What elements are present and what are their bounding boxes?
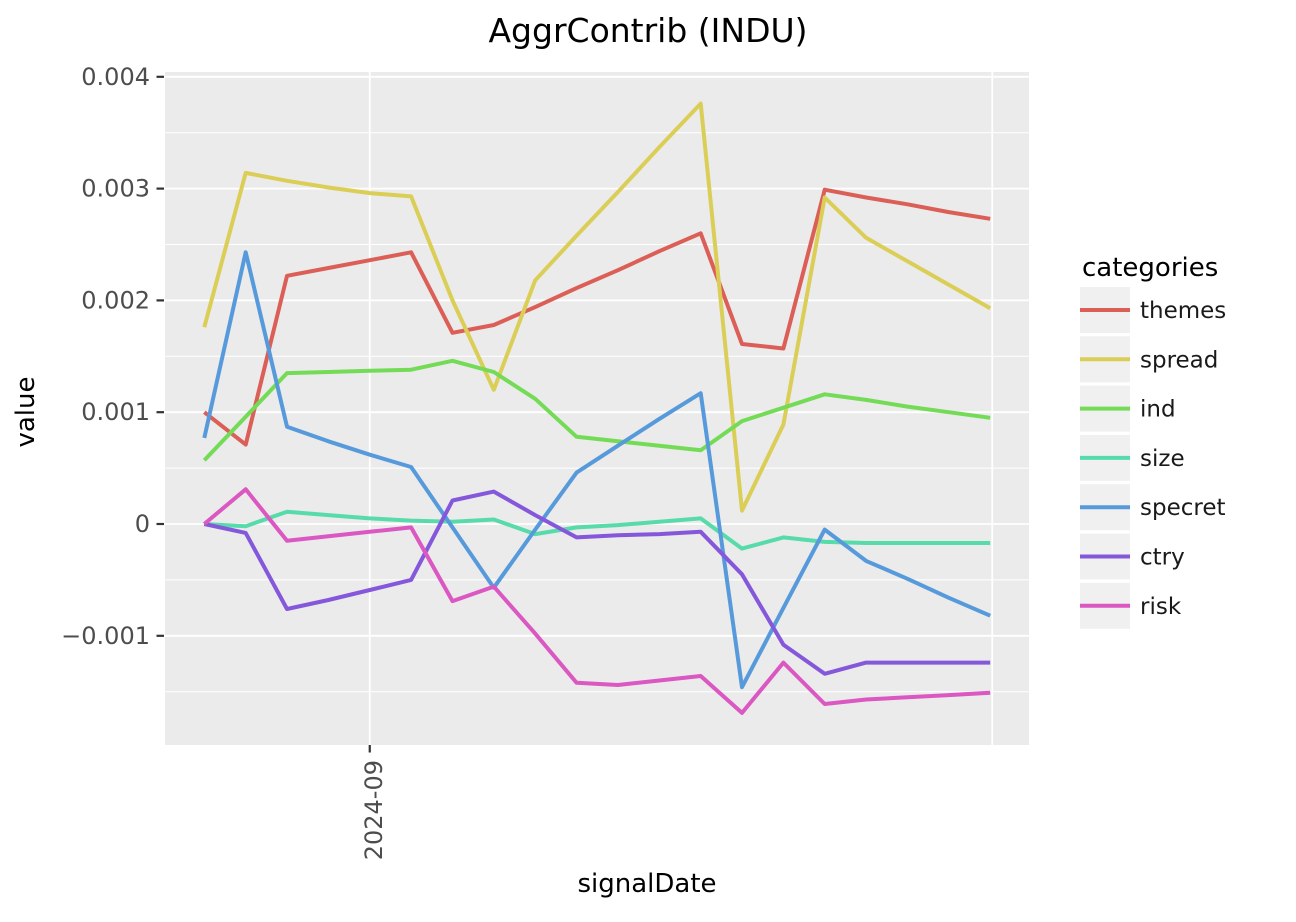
y-tick-label: 0.002 (81, 286, 150, 314)
legend-label-ind: ind (1140, 397, 1176, 423)
y-tick-label: 0.003 (81, 175, 150, 203)
series-line-size (204, 509, 991, 551)
series-line-ctry (203, 489, 991, 676)
legend-label-specret: specret (1140, 495, 1226, 521)
y-tick-label: 0 (135, 510, 150, 538)
series-line-risk (203, 487, 991, 715)
y-tick-label: −0.001 (61, 622, 150, 650)
y-tick-label: 0.001 (81, 398, 150, 426)
plot-panel (165, 72, 1029, 745)
series-line-specret (202, 250, 991, 690)
series-line-spread (202, 101, 992, 513)
x-tick-label: 2024-09 (360, 760, 388, 860)
legend-label-size: size (1140, 446, 1185, 472)
legend-label-ctry: ctry (1140, 545, 1185, 571)
chart-title: AggrContrib (INDU) (488, 11, 807, 50)
series-line-ind (202, 358, 991, 462)
legend-label-spread: spread (1140, 347, 1218, 373)
legend-title: categories (1082, 253, 1218, 283)
x-axis-title: signalDate (577, 869, 716, 899)
legend-label-risk: risk (1140, 594, 1182, 620)
y-tick-label: 0.004 (81, 63, 150, 91)
legend-label-themes: themes (1140, 298, 1226, 324)
series-line-themes (203, 187, 991, 447)
y-axis-title: value (11, 376, 41, 447)
